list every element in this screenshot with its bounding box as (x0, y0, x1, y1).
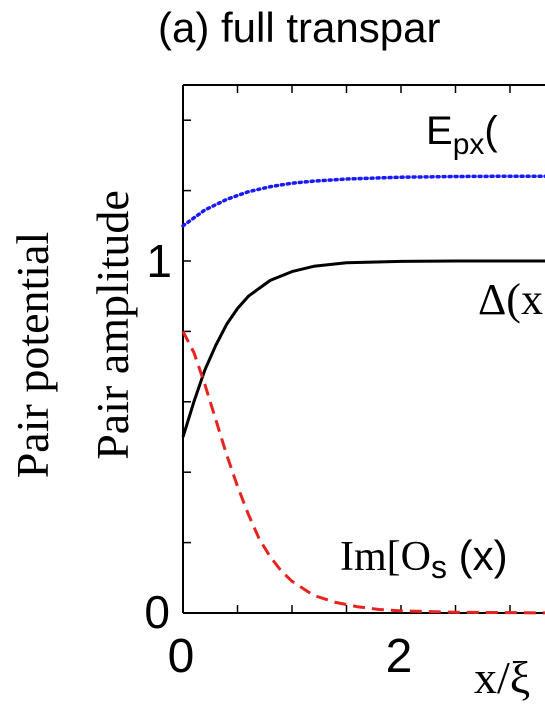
x-tick-label-0: 0 (168, 630, 195, 683)
series-line-ims (181, 330, 545, 615)
series-label-delta: Δ(x (478, 275, 543, 324)
series-label-ims: Im[Os (x) (340, 532, 508, 585)
series-line-epx (181, 174, 545, 228)
x-axis-label: x/ξ (474, 652, 530, 703)
y-axis-label-inner: Pair amplitude (87, 190, 138, 460)
chart-title: (a) full transpar (158, 4, 440, 51)
y-tick-label-1: 1 (146, 235, 172, 287)
y-tick-label-0: 0 (144, 586, 170, 638)
series-line-delta (181, 259, 545, 438)
series-layer (181, 174, 545, 615)
x-tick-label-2: 2 (386, 630, 413, 683)
y-axis-label-outer: Pair potential (7, 232, 58, 479)
series-label-epx: Epx( (426, 109, 498, 161)
plot-area (181, 84, 545, 615)
